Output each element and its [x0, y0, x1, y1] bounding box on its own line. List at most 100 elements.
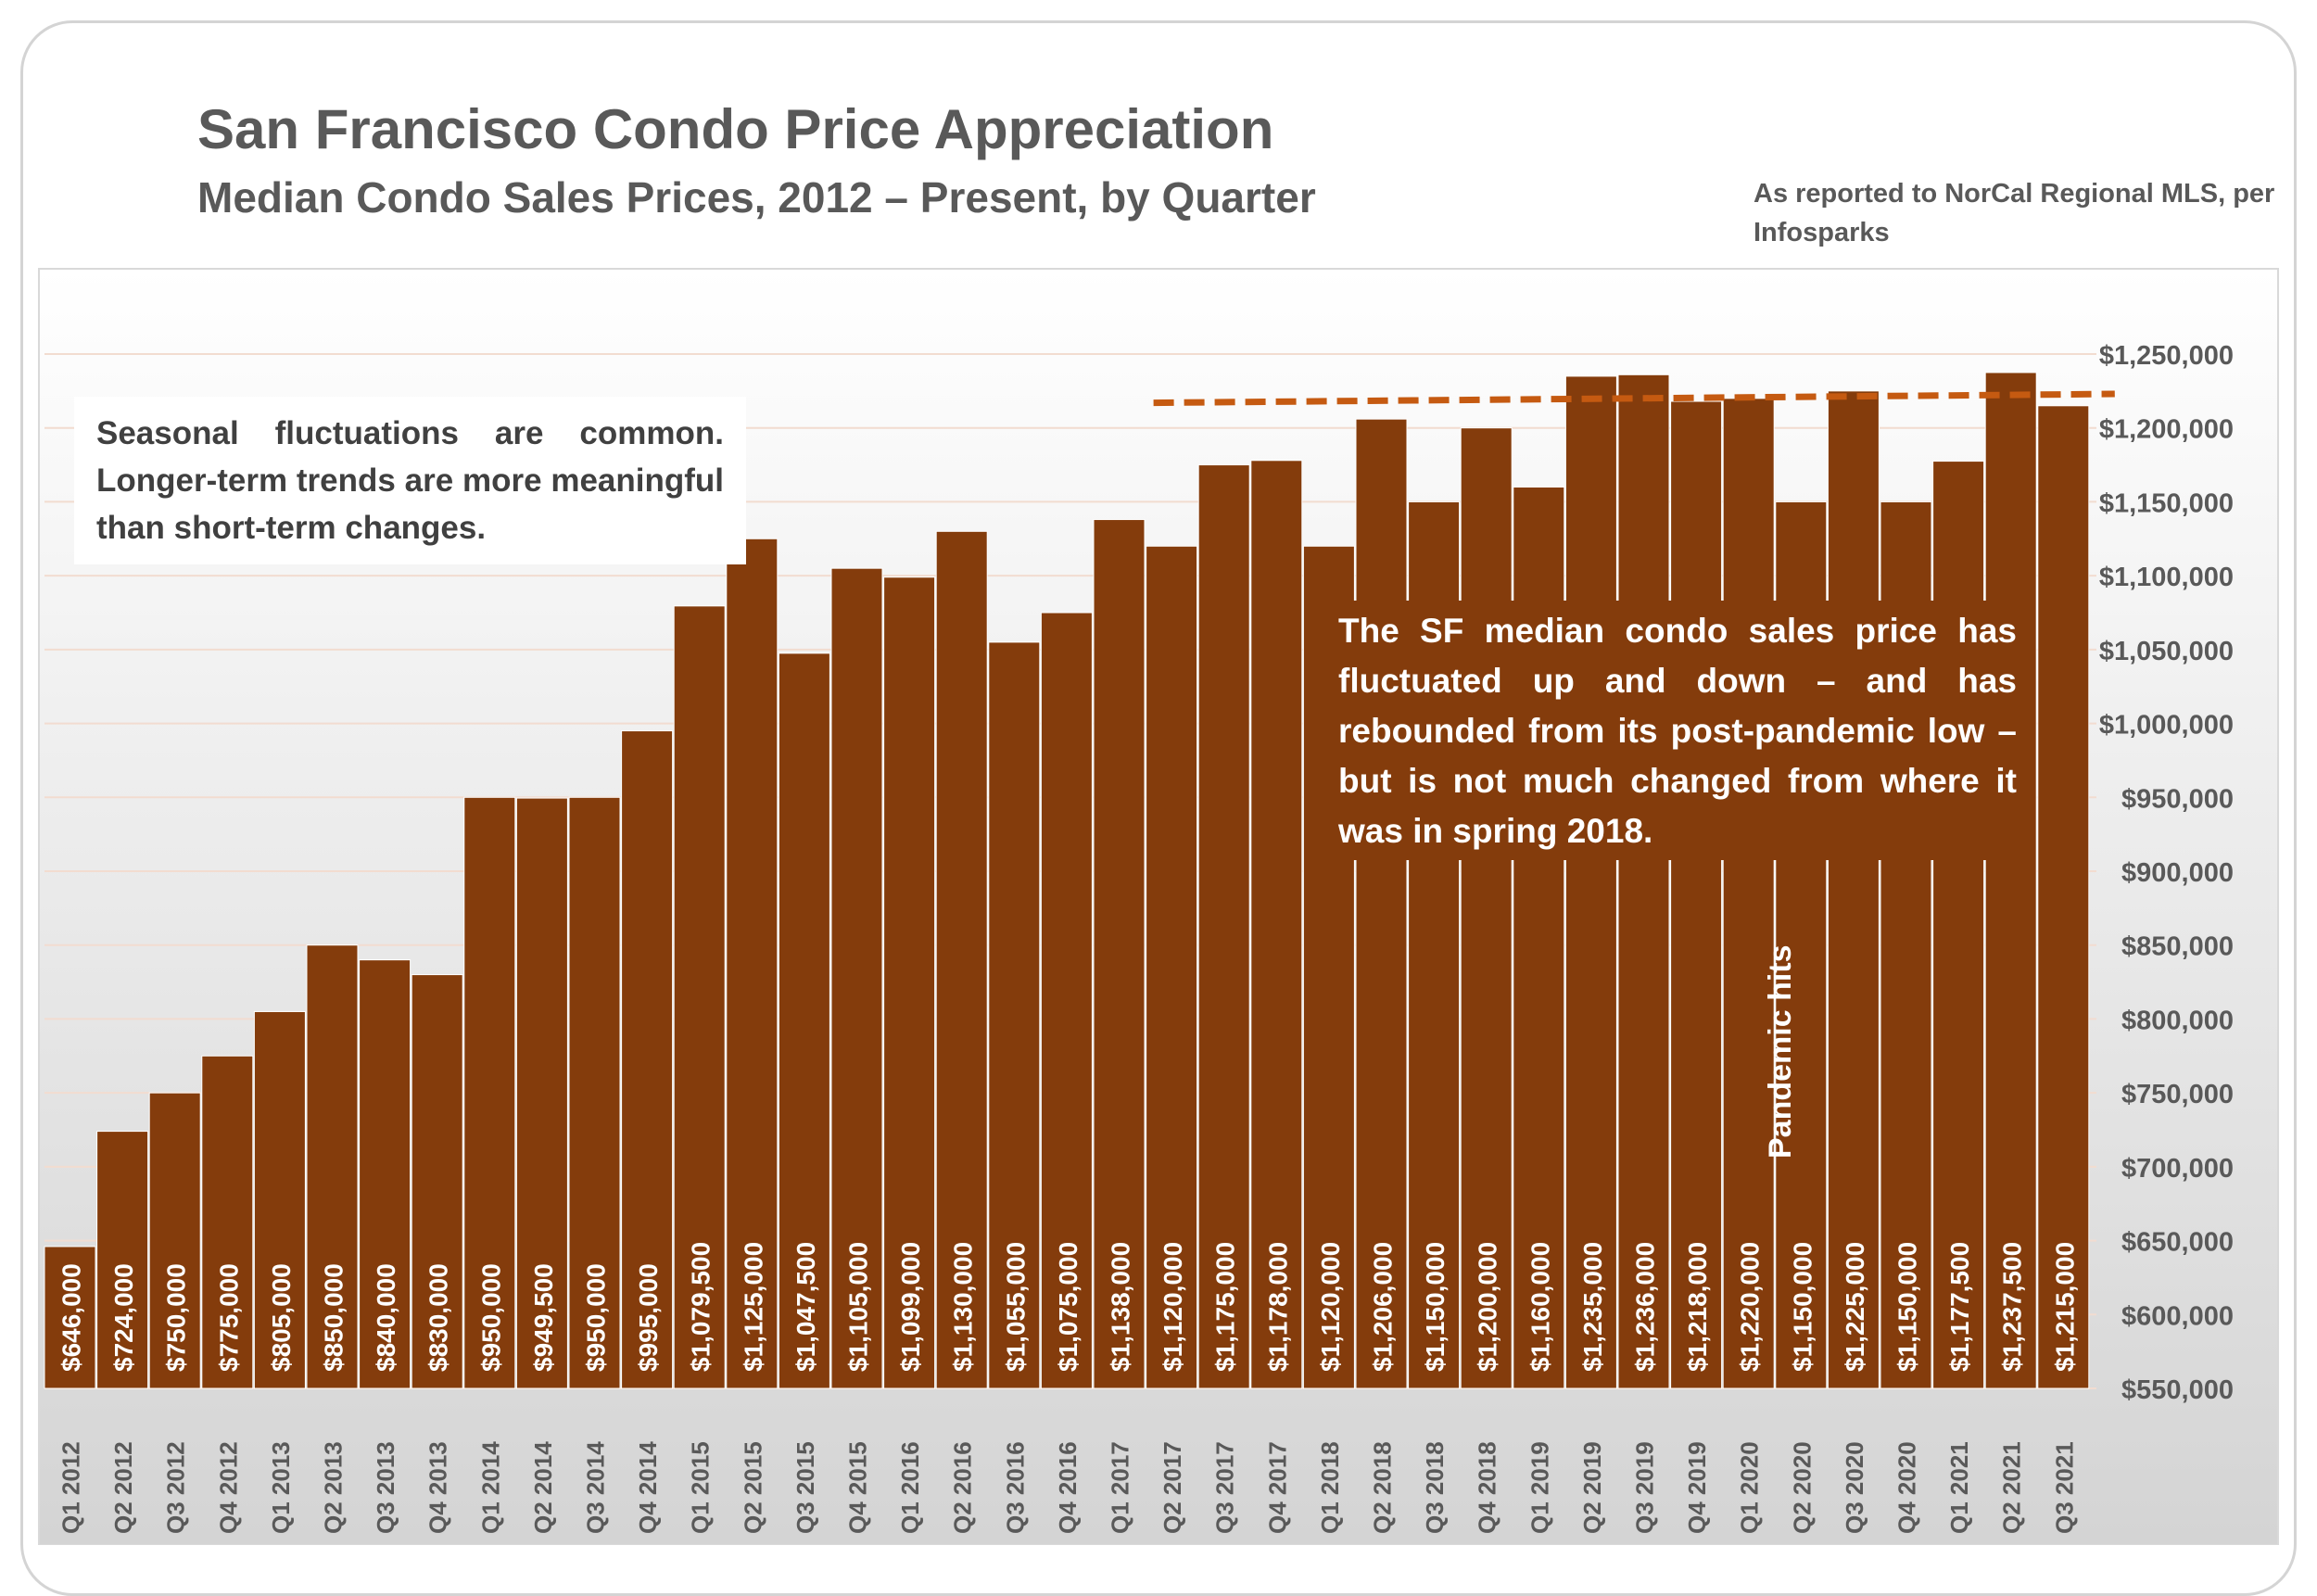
x-tick-label: Q3 2014 — [582, 1441, 610, 1534]
source-note: As reported to NorCal Regional MLS, per … — [1754, 179, 2275, 247]
trendline-dashed — [1153, 390, 2115, 407]
x-tick-label: Q2 2021 — [1998, 1441, 2026, 1534]
bar — [1040, 612, 1093, 1389]
data-label: $1,150,000 — [1893, 1242, 1922, 1372]
bar — [2037, 405, 2090, 1389]
data-label: $724,000 — [109, 1263, 138, 1372]
y-tick-label: $750,000 — [2121, 1080, 2234, 1109]
data-label: $1,175,000 — [1211, 1242, 1240, 1372]
bar — [515, 797, 568, 1389]
bar — [988, 641, 1041, 1389]
bar — [1355, 418, 1408, 1389]
bar — [935, 530, 988, 1389]
bar — [1827, 390, 1880, 1389]
y-tick-label: $1,150,000 — [2099, 488, 2234, 518]
data-label: $1,206,000 — [1369, 1242, 1398, 1372]
chart-title: San Francisco Condo Price Appreciation — [197, 98, 1274, 160]
data-label: $1,225,000 — [1841, 1242, 1869, 1372]
y-tick-label: $1,100,000 — [2099, 563, 2234, 592]
data-label: $1,047,500 — [791, 1242, 820, 1372]
y-tick-label: $1,050,000 — [2099, 637, 2234, 666]
x-tick-label: Q2 2018 — [1369, 1441, 1397, 1534]
data-label: $646,000 — [57, 1263, 86, 1372]
x-tick-label: Q4 2012 — [214, 1441, 242, 1534]
data-labels: $646,000 $724,000 $750,000 $775,000 $805,000… — [57, 1242, 2080, 1372]
bar — [1146, 545, 1198, 1389]
seasonal-note: Seasonal fluctuations are common. Longer… — [74, 397, 746, 564]
bar — [1617, 374, 1670, 1389]
x-tick-label: Q3 2021 — [2050, 1441, 2078, 1534]
bar — [1460, 427, 1513, 1389]
bar — [463, 796, 516, 1389]
bar — [411, 974, 463, 1389]
data-label: $1,055,000 — [1001, 1242, 1030, 1372]
x-tick-label: Q3 2015 — [791, 1441, 819, 1534]
bar — [1984, 372, 2037, 1389]
data-label: $1,125,000 — [739, 1242, 767, 1372]
data-label: $1,220,000 — [1736, 1242, 1765, 1372]
data-label: $1,130,000 — [949, 1242, 978, 1372]
x-tick-label: Q4 2013 — [424, 1441, 452, 1534]
data-label: $1,150,000 — [1788, 1242, 1817, 1372]
data-label: $805,000 — [267, 1263, 296, 1372]
bar — [148, 1092, 201, 1389]
x-tick-label: Q3 2020 — [1841, 1441, 1868, 1534]
data-label: $1,177,500 — [1945, 1242, 1974, 1372]
data-label: $1,200,000 — [1474, 1242, 1502, 1372]
x-tick-label: Q4 2014 — [634, 1441, 662, 1534]
x-tick-label: Q4 2018 — [1474, 1441, 1501, 1534]
bar — [359, 959, 411, 1389]
data-label: $949,500 — [529, 1263, 558, 1372]
x-tick-label: Q1 2018 — [1316, 1441, 1344, 1534]
data-label: $950,000 — [582, 1263, 611, 1372]
x-tick-label: Q2 2013 — [320, 1441, 348, 1534]
data-label: $750,000 — [162, 1263, 191, 1372]
y-tick-label: $1,200,000 — [2099, 415, 2234, 445]
data-label: $1,236,000 — [1631, 1242, 1660, 1372]
x-tick-label: Q1 2012 — [57, 1441, 85, 1534]
bar — [830, 567, 883, 1389]
data-label: $1,150,000 — [1421, 1242, 1450, 1372]
bar — [1197, 464, 1250, 1389]
data-label: $1,215,000 — [2050, 1242, 2079, 1372]
bar — [201, 1055, 254, 1389]
bar — [778, 652, 830, 1389]
x-tick-label: Q2 2019 — [1578, 1441, 1606, 1534]
data-label: $775,000 — [214, 1263, 243, 1372]
x-tick-label: Q3 2012 — [162, 1441, 190, 1534]
bar — [306, 944, 359, 1389]
data-label: $830,000 — [424, 1263, 453, 1372]
y-tick-label: $900,000 — [2121, 858, 2234, 888]
x-tick-label: Q1 2016 — [896, 1441, 924, 1534]
x-tick-label: Q1 2020 — [1736, 1441, 1764, 1534]
x-tick-label: Q2 2012 — [109, 1441, 137, 1534]
pandemic-label: Pandemic hits — [1763, 944, 1798, 1159]
bar — [673, 605, 726, 1389]
data-label: $850,000 — [320, 1263, 348, 1372]
bar — [253, 1010, 306, 1389]
y-tick-label: $850,000 — [2121, 932, 2234, 962]
x-tick-label: Q2 2020 — [1788, 1441, 1816, 1534]
bar — [621, 730, 674, 1389]
x-tick-label: Q1 2019 — [1526, 1441, 1553, 1534]
bar — [1564, 375, 1617, 1389]
chart-subtitle: Median Condo Sales Prices, 2012 – Presen… — [197, 173, 1316, 222]
x-tick-label: Q4 2016 — [1054, 1441, 1082, 1534]
x-tick-label: Q3 2017 — [1211, 1441, 1239, 1534]
bar — [1093, 519, 1146, 1389]
x-tick-label: Q3 2016 — [1001, 1441, 1029, 1534]
x-tick-label: Q1 2017 — [1107, 1441, 1134, 1534]
x-tick-label: Q3 2019 — [1631, 1441, 1659, 1534]
y-tick-label: $700,000 — [2121, 1154, 2234, 1184]
data-label: $840,000 — [372, 1263, 400, 1372]
bar — [44, 1246, 96, 1389]
data-label: $1,099,000 — [896, 1242, 925, 1372]
y-tick-label: $550,000 — [2121, 1375, 2234, 1405]
x-tick-label: Q1 2014 — [476, 1441, 504, 1534]
bar — [96, 1131, 149, 1389]
trendline — [1153, 390, 2115, 407]
x-tick-label: Q1 2021 — [1945, 1441, 1973, 1534]
data-label: $1,075,000 — [1054, 1242, 1083, 1372]
data-label: $950,000 — [476, 1263, 505, 1372]
x-tick-label: Q4 2019 — [1683, 1441, 1711, 1534]
